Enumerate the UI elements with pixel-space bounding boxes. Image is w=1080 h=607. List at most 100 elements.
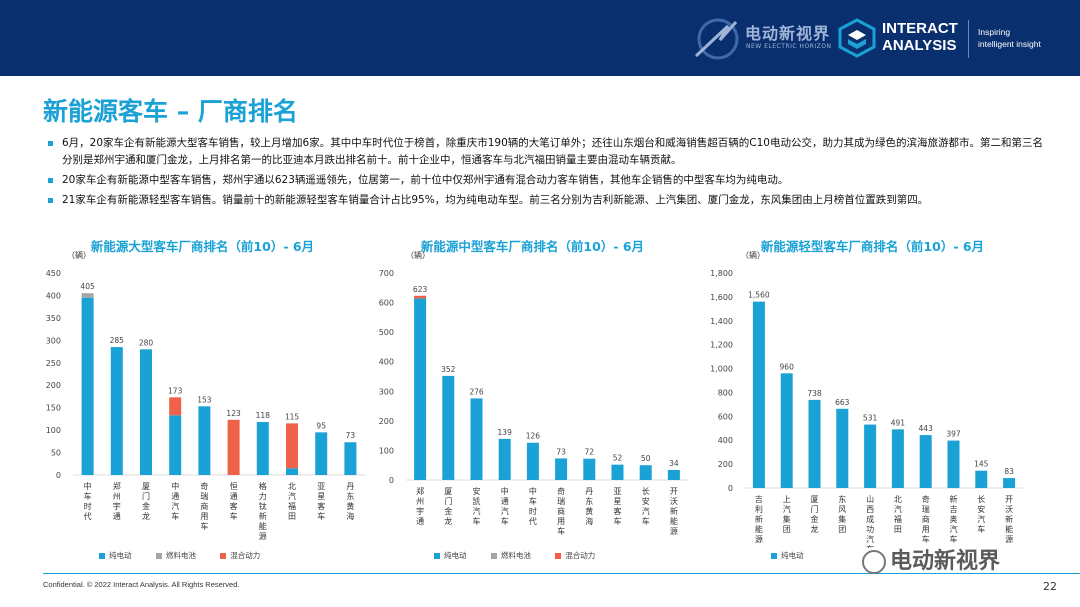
- x-tick-char: 安: [473, 486, 481, 496]
- x-tick-char: 力: [259, 491, 267, 501]
- bar-segment-bev: [442, 375, 455, 480]
- x-tick-char: 州: [416, 497, 424, 506]
- bar-segment-bev: [110, 347, 123, 475]
- chart-title: 新能源中型客车厂商排名（前10）- 6月: [420, 239, 645, 254]
- x-tick-char: 开: [1005, 495, 1013, 504]
- footer-divider: [43, 573, 1080, 574]
- data-label: 491: [891, 418, 906, 427]
- x-tick-char: 星: [614, 497, 622, 506]
- chart-legend: 纯电动: [771, 550, 826, 561]
- x-tick-char: 沃: [670, 497, 678, 506]
- bar-segment-bev: [891, 429, 904, 488]
- bar-segment-bev: [140, 349, 152, 475]
- x-tick-label: 长安汽车: [642, 486, 650, 526]
- x-tick-char: 车: [473, 516, 481, 526]
- x-tick-label: 中车时代: [529, 486, 537, 526]
- ia-name-line1: INTERACT: [882, 20, 958, 37]
- legend-fcev-label: 燃料电池: [500, 551, 531, 560]
- data-label: 738: [807, 389, 822, 398]
- y-tick-label: 600: [718, 412, 733, 421]
- x-tick-char: 上: [783, 495, 791, 504]
- x-tick-char: 福: [894, 515, 902, 524]
- x-tick-char: 东: [838, 494, 846, 504]
- x-tick-char: 车: [317, 511, 325, 521]
- x-tick-char: 福: [288, 502, 296, 511]
- y-tick-label: 450: [46, 269, 61, 278]
- tagline: Inspiring intelligent insight: [978, 26, 1041, 50]
- x-tick-char: 集: [838, 514, 846, 524]
- y-tick-label: 100: [379, 446, 394, 455]
- bullet-list: 6月，20家车企有新能源大型客车销售，较上月增加6家。其中中车时代位于榜首，除重…: [45, 135, 1045, 212]
- bar-segment-bev: [315, 432, 328, 475]
- x-tick-char: 长: [977, 494, 985, 504]
- y-unit-label: （辆）: [67, 251, 91, 260]
- x-tick-char: 金: [142, 501, 150, 511]
- x-tick-char: 用: [922, 525, 930, 534]
- x-tick-char: 功: [866, 524, 874, 534]
- x-tick-char: 安: [642, 496, 650, 506]
- legend-fcev-swatch: [155, 553, 162, 559]
- bar-segment-bev: [1003, 478, 1016, 488]
- x-tick-char: 沃: [1005, 505, 1013, 514]
- legend-bev-label: 纯电动: [109, 551, 132, 560]
- x-tick-char: 用: [557, 517, 565, 526]
- x-tick-char: 郑: [416, 486, 424, 496]
- interact-analysis-name: INTERACT ANALYSIS: [882, 20, 958, 54]
- x-tick-char: 车: [230, 511, 238, 521]
- chart-legend: 纯电动 燃料电池 混合动力: [434, 550, 617, 561]
- data-label: 115: [285, 412, 300, 421]
- data-label: 443: [919, 424, 934, 433]
- x-tick-char: 北: [288, 482, 296, 491]
- x-tick-char: 汽: [171, 501, 179, 511]
- x-tick-char: 中: [501, 486, 509, 496]
- x-tick-char: 通: [171, 491, 179, 501]
- x-tick-char: 客: [317, 501, 325, 511]
- x-tick-char: 新: [1005, 514, 1013, 524]
- bar-segment-bev: [639, 465, 652, 480]
- x-tick-label: 东风集团: [838, 494, 846, 534]
- x-tick-char: 厦: [811, 495, 819, 504]
- x-tick-char: 厦: [444, 487, 452, 496]
- x-tick-char: 奇: [200, 481, 208, 491]
- x-tick-char: 通: [501, 496, 509, 506]
- data-label: 123: [226, 409, 241, 418]
- x-tick-char: 车: [84, 491, 92, 501]
- x-tick-char: 成: [866, 514, 874, 524]
- x-tick-char: 车: [557, 526, 565, 536]
- header-bar: 电动新视界 NEW ELECTRIC HORIZON INTERACT ANAL…: [0, 0, 1080, 76]
- data-label: 960: [780, 362, 795, 371]
- x-tick-char: 车: [200, 521, 208, 531]
- x-tick-char: 金: [811, 514, 819, 524]
- x-tick-char: 长: [642, 486, 650, 496]
- x-tick-char: 汽: [501, 506, 509, 516]
- data-label: 118: [256, 411, 271, 420]
- x-tick-char: 客: [614, 506, 622, 516]
- legend-bev-swatch: [771, 553, 777, 559]
- y-tick-label: 1,800: [710, 269, 733, 278]
- x-tick-char: 车: [950, 534, 958, 544]
- page-title: 新能源客车 – 厂商排名: [43, 97, 298, 126]
- x-tick-char: 汽: [894, 504, 902, 514]
- x-tick-label: 厦门金龙: [142, 482, 150, 521]
- data-label: 531: [863, 414, 878, 423]
- bar-segment-hybrid: [169, 397, 182, 416]
- x-tick-label: 亚星客车: [317, 482, 325, 521]
- x-tick-char: 田: [288, 512, 296, 521]
- x-tick-char: 门: [444, 496, 452, 506]
- bar-segment-bev: [286, 468, 298, 475]
- x-tick-char: 代: [529, 516, 537, 526]
- x-tick-label: 厦门金龙: [811, 495, 819, 534]
- tagline-line2: intelligent insight: [978, 39, 1041, 49]
- data-label: 663: [835, 398, 850, 407]
- bar-segment-bev: [975, 470, 988, 488]
- x-tick-char: 东: [346, 491, 354, 501]
- data-label: 1,560: [748, 291, 770, 300]
- x-tick-char: 郑: [113, 481, 121, 491]
- data-label: 52: [613, 454, 623, 463]
- x-tick-char: 车: [642, 516, 650, 526]
- x-tick-char: 风: [838, 505, 846, 514]
- y-tick-label: 300: [46, 336, 61, 345]
- x-tick-char: 亚: [317, 482, 325, 491]
- bar-segment-bev: [583, 458, 596, 480]
- x-tick-char: 黄: [346, 501, 354, 511]
